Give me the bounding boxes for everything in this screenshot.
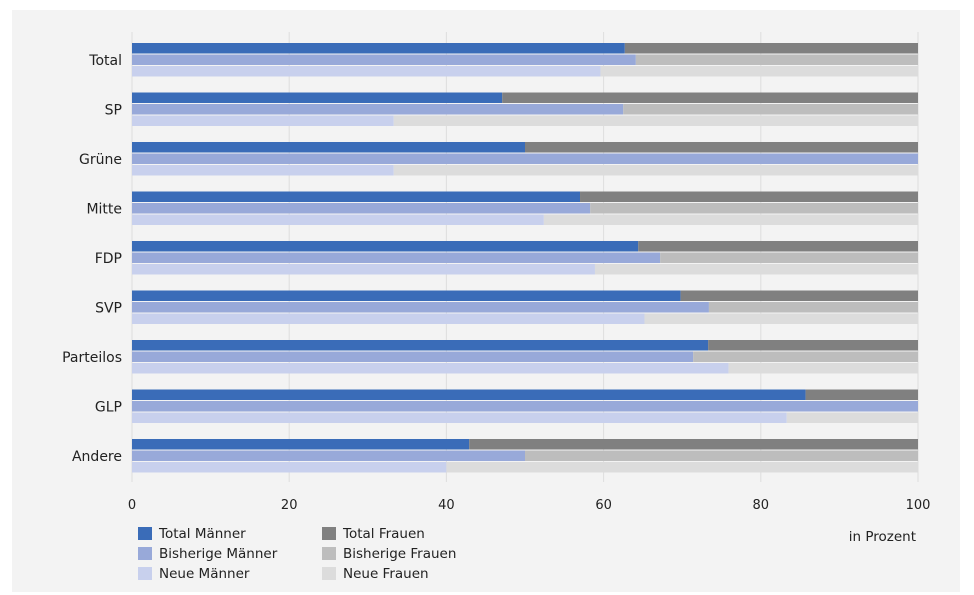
bar-svp-bisherige-maenner [132, 302, 709, 313]
x-tick-label-0: 0 [128, 498, 136, 513]
legend-swatch-total-frauen [322, 527, 336, 540]
bar-total-total-frauen [624, 43, 918, 54]
bar-fdp-neue-maenner [132, 264, 595, 275]
legend-label-neue-frauen: Neue Frauen [343, 566, 429, 582]
legend-label-bisherige-frauen: Bisherige Frauen [343, 546, 456, 562]
bar-gruene-neue-frauen [393, 165, 918, 176]
bar-andere-total-maenner [132, 439, 470, 450]
x-tick-label-60: 60 [595, 498, 612, 513]
legend-swatch-total-maenner [138, 527, 152, 540]
x-tick-label-20: 20 [281, 498, 298, 513]
bar-fdp-bisherige-maenner [132, 252, 661, 263]
bar-total-bisherige-frauen [635, 54, 918, 65]
bar-glp-total-maenner [132, 389, 806, 400]
bar-svp-neue-frauen [644, 313, 918, 324]
bars [132, 43, 918, 473]
bar-andere-total-frauen [469, 439, 918, 450]
category-label-svp: SVP [95, 300, 122, 316]
bar-mitte-bisherige-frauen [590, 203, 918, 214]
bar-glp-bisherige-maenner [132, 401, 918, 412]
bar-parteilos-bisherige-frauen [693, 351, 918, 362]
bar-andere-neue-frauen [446, 462, 918, 473]
bar-total-total-maenner [132, 43, 625, 54]
category-label-parteilos: Parteilos [62, 350, 122, 366]
bar-total-neue-frauen [600, 66, 918, 77]
bar-svp-total-frauen [680, 290, 918, 301]
x-tick-label-40: 40 [438, 498, 455, 513]
bar-mitte-neue-maenner [132, 214, 544, 225]
bar-glp-neue-maenner [132, 412, 787, 423]
bar-gruene-neue-maenner [132, 165, 394, 176]
category-label-mitte: Mitte [86, 201, 122, 217]
bar-gruene-total-maenner [132, 142, 525, 153]
bar-svp-bisherige-frauen [708, 302, 918, 313]
category-labels: Total SP Grüne Mitte FDP SVP Parteilos GLP Ander… [62, 53, 122, 465]
bar-total-bisherige-maenner [132, 54, 636, 65]
legend-label-neue-maenner: Neue Männer [159, 566, 250, 582]
legend-swatch-neue-frauen [322, 567, 336, 580]
bar-gruene-total-frauen [525, 142, 918, 153]
bar-mitte-total-maenner [132, 191, 581, 202]
category-label-total: Total [88, 53, 122, 69]
bar-svp-total-maenner [132, 290, 681, 301]
stacked-bar-chart: Total SP Grüne Mitte FDP SVP Parteilos GLP Ander… [62, 32, 931, 582]
bar-sp-neue-frauen [393, 115, 918, 126]
x-tick-label-100: 100 [906, 498, 931, 513]
x-tick-labels: 0 20 40 60 80 100 [128, 498, 931, 513]
bar-parteilos-total-maenner [132, 340, 709, 351]
bar-fdp-total-maenner [132, 241, 639, 252]
bar-sp-total-frauen [502, 92, 918, 103]
chart-panel: Total SP Grüne Mitte FDP SVP Parteilos GLP Ander… [12, 10, 960, 592]
category-label-andere: Andere [72, 449, 122, 465]
bar-mitte-bisherige-maenner [132, 203, 591, 214]
bar-mitte-total-frauen [580, 191, 918, 202]
category-label-fdp: FDP [95, 251, 122, 267]
bar-total-neue-maenner [132, 66, 601, 77]
legend-swatch-bisherige-maenner [138, 547, 152, 560]
category-label-sp: SP [105, 102, 122, 118]
bar-sp-total-maenner [132, 92, 503, 103]
legend: Total Männer Bisherige Männer Neue Männer T… [138, 526, 456, 582]
bar-fdp-total-frauen [638, 241, 918, 252]
legend-swatch-neue-maenner [138, 567, 152, 580]
bar-glp-neue-frauen [786, 412, 918, 423]
bar-fdp-neue-frauen [594, 264, 918, 275]
category-label-glp: GLP [95, 399, 122, 415]
legend-label-bisherige-maenner: Bisherige Männer [159, 546, 278, 562]
legend-swatch-bisherige-frauen [322, 547, 336, 560]
bar-sp-bisherige-frauen [623, 104, 918, 115]
x-axis-label: in Prozent [849, 529, 916, 545]
bar-svp-neue-maenner [132, 313, 645, 324]
bar-gruene-bisherige-maenner [132, 153, 918, 164]
bar-sp-neue-maenner [132, 115, 394, 126]
bar-andere-bisherige-frauen [525, 450, 918, 461]
bar-fdp-bisherige-frauen [660, 252, 918, 263]
bar-parteilos-neue-frauen [728, 363, 918, 374]
legend-label-total-maenner: Total Männer [158, 526, 246, 542]
bar-sp-bisherige-maenner [132, 104, 624, 115]
legend-label-total-frauen: Total Frauen [342, 526, 425, 542]
bar-parteilos-neue-maenner [132, 363, 729, 374]
bar-parteilos-total-frauen [708, 340, 918, 351]
bar-andere-neue-maenner [132, 462, 447, 473]
category-label-gruene: Grüne [79, 152, 122, 168]
bar-parteilos-bisherige-maenner [132, 351, 694, 362]
bar-glp-total-frauen [805, 389, 918, 400]
bar-mitte-neue-frauen [543, 214, 918, 225]
bar-andere-bisherige-maenner [132, 450, 525, 461]
x-tick-label-80: 80 [753, 498, 770, 513]
